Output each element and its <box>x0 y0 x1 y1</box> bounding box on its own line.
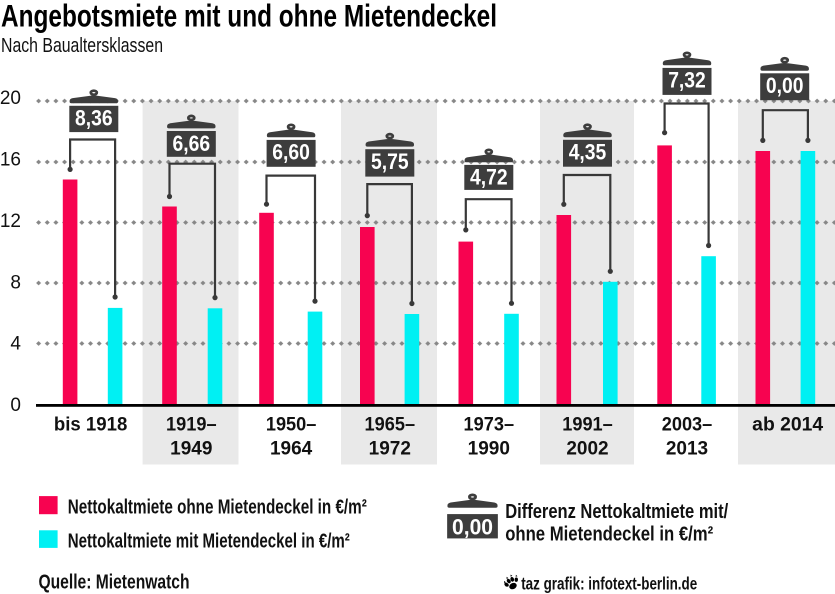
svg-text:Nach Baualtersklassen: Nach Baualtersklassen <box>1 34 163 57</box>
svg-text:1991–: 1991– <box>562 415 613 436</box>
svg-text:1965–: 1965– <box>365 415 416 436</box>
svg-text:2013: 2013 <box>666 439 708 460</box>
svg-text:2003–: 2003– <box>662 415 713 436</box>
svg-text:8,36: 8,36 <box>75 106 113 131</box>
svg-text:4,35: 4,35 <box>569 140 607 165</box>
svg-text:1950–: 1950– <box>266 415 317 436</box>
svg-text:Differenz Nettokaltmiete mit/: Differenz Nettokaltmiete mit/ <box>505 500 728 523</box>
svg-text:0,00: 0,00 <box>766 73 804 98</box>
svg-text:12: 12 <box>0 211 21 232</box>
svg-text:1973–: 1973– <box>464 415 515 436</box>
svg-text:1949: 1949 <box>170 439 212 460</box>
svg-text:0,00: 0,00 <box>452 514 493 539</box>
svg-text:6,60: 6,60 <box>272 140 310 165</box>
svg-text:4: 4 <box>10 333 21 354</box>
svg-text:20: 20 <box>0 88 21 109</box>
svg-text:Nettokaltmiete ohne Mietendeck: Nettokaltmiete ohne Mietendeckel in €/m² <box>68 496 367 519</box>
svg-text:ohne Mietendeckel in €/m²: ohne Mietendeckel in €/m² <box>505 523 713 546</box>
svg-text:5,75: 5,75 <box>371 149 409 174</box>
svg-text:1919–: 1919– <box>166 415 217 436</box>
svg-text:16: 16 <box>0 150 21 171</box>
svg-text:1972: 1972 <box>369 439 411 460</box>
svg-text:2002: 2002 <box>566 439 608 460</box>
svg-text:0: 0 <box>10 395 21 416</box>
svg-text:Nettokaltmiete mit Mietendecke: Nettokaltmiete mit Mietendeckel in €/m² <box>68 529 350 552</box>
svg-text:8: 8 <box>10 272 21 293</box>
svg-text:bis 1918: bis 1918 <box>54 415 128 436</box>
svg-text:1990: 1990 <box>468 439 510 460</box>
svg-text:Angebotsmiete mit und ohne Mie: Angebotsmiete mit und ohne Mietendeckel <box>1 0 497 33</box>
svg-text:1964: 1964 <box>270 439 313 460</box>
svg-text:Quelle: Mietenwatch: Quelle: Mietenwatch <box>39 571 190 594</box>
svg-text:6,66: 6,66 <box>173 131 211 156</box>
svg-text:7,32: 7,32 <box>668 68 706 93</box>
svg-text:ab 2014: ab 2014 <box>752 415 823 436</box>
svg-text:taz grafik: infotext-berlin.de: taz grafik: infotext-berlin.de <box>521 573 697 593</box>
svg-text:4,72: 4,72 <box>470 165 508 190</box>
